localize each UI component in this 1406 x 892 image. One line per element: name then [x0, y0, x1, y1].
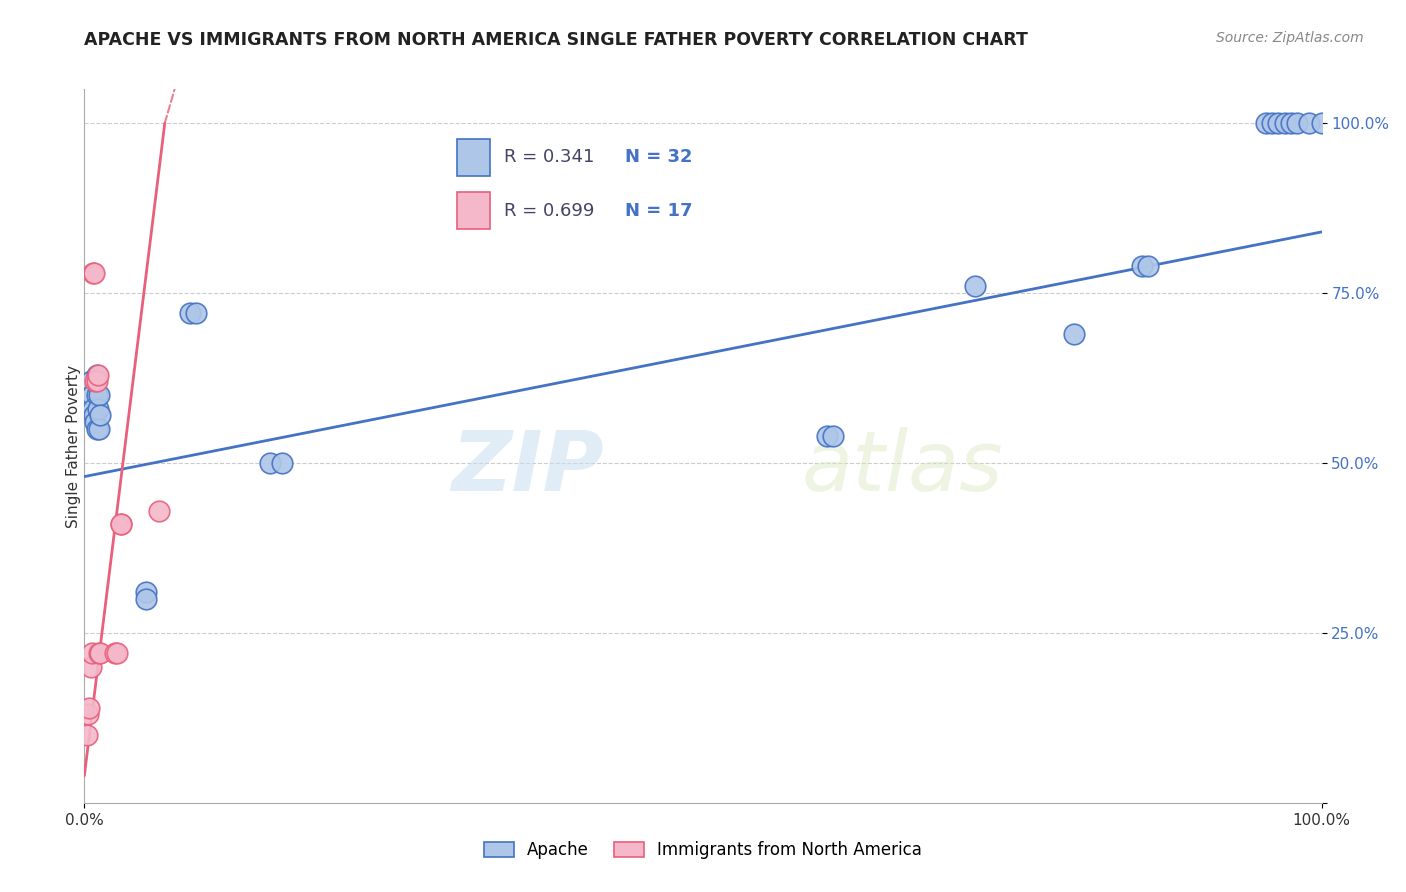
- Text: Source: ZipAtlas.com: Source: ZipAtlas.com: [1216, 31, 1364, 45]
- Point: [259, 456, 281, 470]
- Text: N = 32: N = 32: [626, 148, 693, 166]
- Point: [1298, 116, 1320, 130]
- Point: [105, 646, 128, 660]
- Point: [89, 388, 111, 402]
- Bar: [457, 192, 491, 229]
- Point: [87, 368, 110, 382]
- Point: [184, 306, 207, 320]
- Point: [83, 409, 105, 423]
- Text: APACHE VS IMMIGRANTS FROM NORTH AMERICA SINGLE FATHER POVERTY CORRELATION CHART: APACHE VS IMMIGRANTS FROM NORTH AMERICA …: [84, 31, 1028, 49]
- Point: [1279, 116, 1302, 130]
- Point: [965, 279, 987, 293]
- Point: [86, 368, 108, 382]
- Point: [89, 646, 111, 660]
- Point: [82, 266, 104, 280]
- Point: [84, 415, 107, 429]
- Text: R = 0.341: R = 0.341: [503, 148, 595, 166]
- Point: [79, 700, 101, 714]
- Point: [89, 646, 111, 660]
- Point: [179, 306, 201, 320]
- Point: [86, 422, 108, 436]
- Point: [82, 401, 104, 416]
- Y-axis label: Single Father Poverty: Single Father Poverty: [66, 365, 80, 527]
- Text: ZIP: ZIP: [451, 427, 605, 508]
- Legend: Apache, Immigrants from North America: Apache, Immigrants from North America: [477, 835, 929, 866]
- Point: [76, 728, 98, 742]
- Point: [815, 429, 838, 443]
- Point: [80, 646, 103, 660]
- Point: [89, 422, 111, 436]
- Text: N = 17: N = 17: [626, 202, 693, 219]
- Point: [1274, 116, 1296, 130]
- Point: [1261, 116, 1284, 130]
- Point: [1063, 326, 1085, 341]
- Point: [84, 375, 107, 389]
- Point: [1137, 259, 1160, 273]
- Point: [79, 375, 101, 389]
- Point: [87, 401, 110, 416]
- Point: [135, 591, 157, 606]
- Point: [821, 429, 844, 443]
- Text: atlas: atlas: [801, 427, 1004, 508]
- Point: [1130, 259, 1153, 273]
- Point: [86, 375, 108, 389]
- Point: [271, 456, 294, 470]
- Point: [110, 517, 132, 532]
- Point: [1310, 116, 1333, 130]
- Point: [86, 388, 108, 402]
- Point: [79, 660, 101, 674]
- Point: [135, 585, 157, 599]
- Point: [148, 503, 170, 517]
- Text: R = 0.699: R = 0.699: [503, 202, 595, 219]
- Point: [104, 646, 127, 660]
- Point: [83, 266, 105, 280]
- Bar: [457, 139, 491, 176]
- Point: [1254, 116, 1277, 130]
- Point: [1285, 116, 1308, 130]
- Point: [89, 409, 111, 423]
- Point: [1267, 116, 1289, 130]
- Point: [110, 517, 132, 532]
- Point: [80, 388, 103, 402]
- Point: [77, 707, 100, 722]
